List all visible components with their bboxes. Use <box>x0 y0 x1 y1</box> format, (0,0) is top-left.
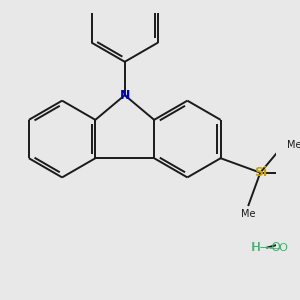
Text: Me: Me <box>286 140 300 150</box>
Text: H: H <box>251 241 260 254</box>
Text: N: N <box>120 89 130 102</box>
Text: Me: Me <box>241 209 256 219</box>
Text: H—O: H—O <box>252 241 282 254</box>
Text: —O: —O <box>268 243 288 253</box>
Text: Si: Si <box>254 166 267 179</box>
